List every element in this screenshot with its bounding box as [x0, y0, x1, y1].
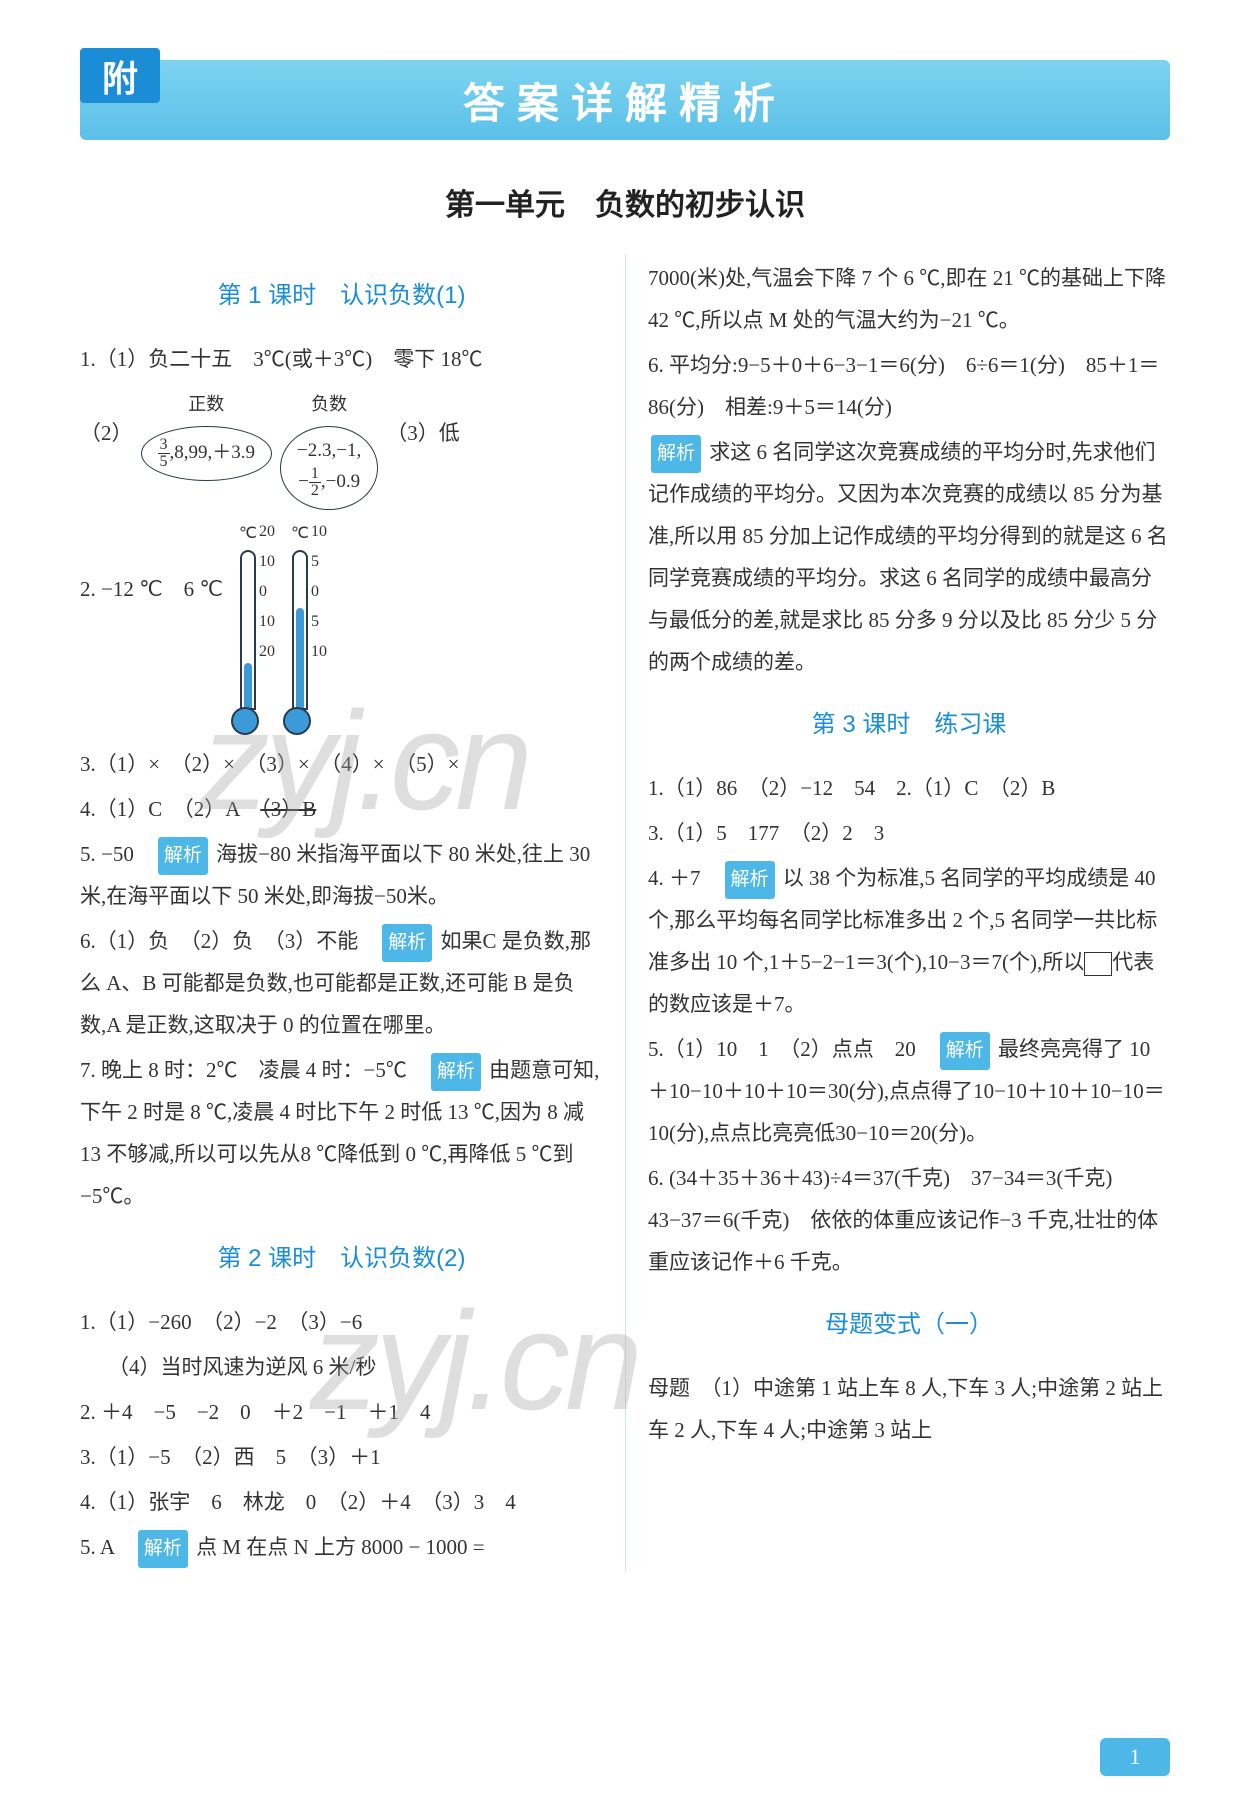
q4-strike: （3）B — [260, 797, 316, 821]
header-banner: 附 答案详解精析 — [80, 60, 1170, 140]
analysis-tag: 解析 — [651, 435, 701, 473]
frac-3-5: 35 — [158, 437, 170, 470]
positive-bubble-group: 正数 35,8,99,＋3.9 — [141, 386, 273, 481]
l2-q1-4: （4）当时风速为逆风 6 米/秒 — [80, 1346, 603, 1388]
q2-text: 2. −12 ℃ 6 ℃ — [80, 518, 223, 610]
frac-1-2: 12 — [309, 466, 321, 499]
r-q6-analysis: 解析 求这 6 名同学这次竞赛成绩的平均分时,先求他们记作成绩的平均分。又因为本… — [648, 431, 1170, 683]
neg-label: 负数 — [280, 386, 378, 422]
l2-q1: 1.（1）−260 （2）−2 （3）−6 — [80, 1301, 603, 1343]
l1-q5: 5. −50 解析 海拔−80 米指海平面以下 80 米处,往上 30 米,在海… — [80, 833, 603, 917]
r-q6a: 6. 平均分:9−5＋0＋6−3−1＝6(分) 6÷6＝1(分) 85＋1＝86… — [648, 344, 1170, 428]
content-columns: 第 1 课时 认识负数(1) 1.（1）负二十五 3℃(或＋3℃) 零下 18℃… — [80, 254, 1170, 1571]
thermometer-2: ℃ 10 5 0 5 10 — [289, 518, 327, 735]
l3-q1: 1.（1）86 （2）−12 54 2.（1）C （2）B — [648, 767, 1170, 809]
analysis-tag: 解析 — [725, 861, 775, 899]
l1-q4: 4.（1）C （2）A （3）B — [80, 788, 603, 830]
l3-q3: 3.（1）5 177 （2）2 3 — [648, 812, 1170, 854]
lesson2-title: 第 2 课时 认识负数(2) — [80, 1235, 603, 1283]
blank-box — [1084, 952, 1112, 976]
l1-q1-2-row: （2） 正数 35,8,99,＋3.9 负数 −2.3,−1,−12,−0.9 … — [80, 386, 603, 510]
thermo2-unit: ℃ — [291, 518, 309, 550]
negative-bubble-group: 负数 −2.3,−1,−12,−0.9 — [280, 386, 378, 510]
analysis-tag: 解析 — [382, 924, 432, 962]
l2-q4: 4.（1）张宇 6 林龙 0 （2）＋4 （3）3 4 — [80, 1481, 603, 1523]
variant-q: 母题 （1）中途第 1 站上车 8 人,下车 3 人;中途第 2 站上车 2 人… — [648, 1367, 1170, 1451]
l3-q4: 4. ＋7 解析 以 38 个为标准,5 名同学的平均成绩是 40 个,那么平均… — [648, 857, 1170, 1025]
thermo1-unit: ℃ — [239, 518, 257, 550]
q1-2-prefix: （2） — [80, 386, 133, 454]
l1-q1-1: 1.（1）负二十五 3℃(或＋3℃) 零下 18℃ — [80, 338, 603, 380]
thermo1-bulb — [231, 707, 259, 735]
thermo2-fill — [296, 608, 304, 708]
analysis-tag: 解析 — [431, 1053, 481, 1091]
unit-title: 第一单元 负数的初步认识 — [80, 180, 1170, 224]
neg-bubble: −2.3,−1,−12,−0.9 — [280, 426, 378, 510]
variant-title: 母题变式（一） — [648, 1301, 1170, 1349]
header-tab: 附 — [80, 48, 160, 103]
right-column: 7000(米)处,气温会下降 7 个 6 ℃,即在 21 ℃的基础上下降 42 … — [625, 254, 1170, 1571]
lesson3-title: 第 3 课时 练习课 — [648, 701, 1170, 749]
l2-q5: 5. A 解析 点 M 在点 N 上方 8000 − 1000 = — [80, 1526, 603, 1568]
l3-q5: 5.（1）10 1 （2）点点 20 解析 最终亮亮得了 10＋10−10＋10… — [648, 1028, 1170, 1154]
thermometer-1: ℃ 20 10 0 10 20 — [237, 518, 275, 735]
header-title: 答案详解精析 — [463, 70, 787, 131]
left-column: 第 1 课时 认识负数(1) 1.（1）负二十五 3℃(或＋3℃) 零下 18℃… — [80, 254, 625, 1571]
analysis-tag: 解析 — [158, 837, 208, 875]
thermo1-fill — [244, 663, 252, 708]
analysis-tag: 解析 — [138, 1530, 188, 1568]
thermo1-ticks: 20 10 0 10 20 — [259, 518, 275, 674]
r-cont5: 7000(米)处,气温会下降 7 个 6 ℃,即在 21 ℃的基础上下降 42 … — [648, 257, 1170, 341]
thermo2-ticks: 10 5 0 5 10 — [311, 518, 327, 674]
l1-q3: 3.（1）× （2）× （3）× （4）× （5）× — [80, 743, 603, 785]
l1-q2-row: 2. −12 ℃ 6 ℃ ℃ 20 10 0 10 20 — [80, 518, 603, 735]
q1-3: （3）低 — [386, 386, 460, 454]
l1-q6: 6.（1）负 （2）负 （3）不能 解析 如果C 是负数,那么 A、B 可能都是… — [80, 920, 603, 1046]
l1-q7: 7. 晚上 8 时：2℃ 凌晨 4 时：−5℃ 解析 由题意可知,下午 2 时是… — [80, 1049, 603, 1217]
analysis-tag: 解析 — [940, 1032, 990, 1070]
lesson1-title: 第 1 课时 认识负数(1) — [80, 272, 603, 320]
pos-bubble: 35,8,99,＋3.9 — [141, 426, 273, 481]
page-number: 1 — [1100, 1738, 1170, 1776]
l3-q6: 6. (34＋35＋36＋43)÷4＝37(千克) 37−34＝3(千克) 43… — [648, 1157, 1170, 1283]
l2-q2: 2. ＋4 −5 −2 0 ＋2 −1 ＋1 4 — [80, 1391, 603, 1433]
l2-q3: 3.（1）−5 （2）西 5 （3）＋1 — [80, 1436, 603, 1478]
pos-label: 正数 — [141, 386, 273, 422]
thermo2-bulb — [283, 707, 311, 735]
